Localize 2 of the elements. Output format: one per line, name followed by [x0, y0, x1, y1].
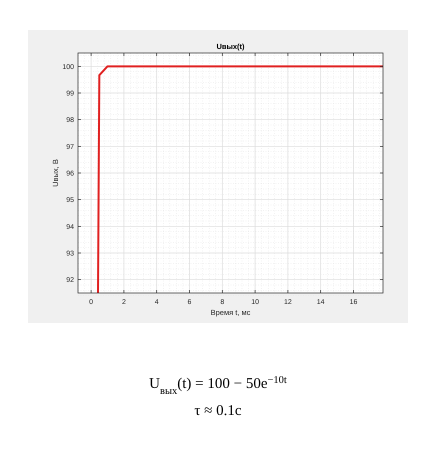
text: τ ≈ 0.1c	[194, 403, 242, 419]
text: U$_{вых}$(t) = 100 − 50e$^{−10t}$	[149, 374, 287, 396]
